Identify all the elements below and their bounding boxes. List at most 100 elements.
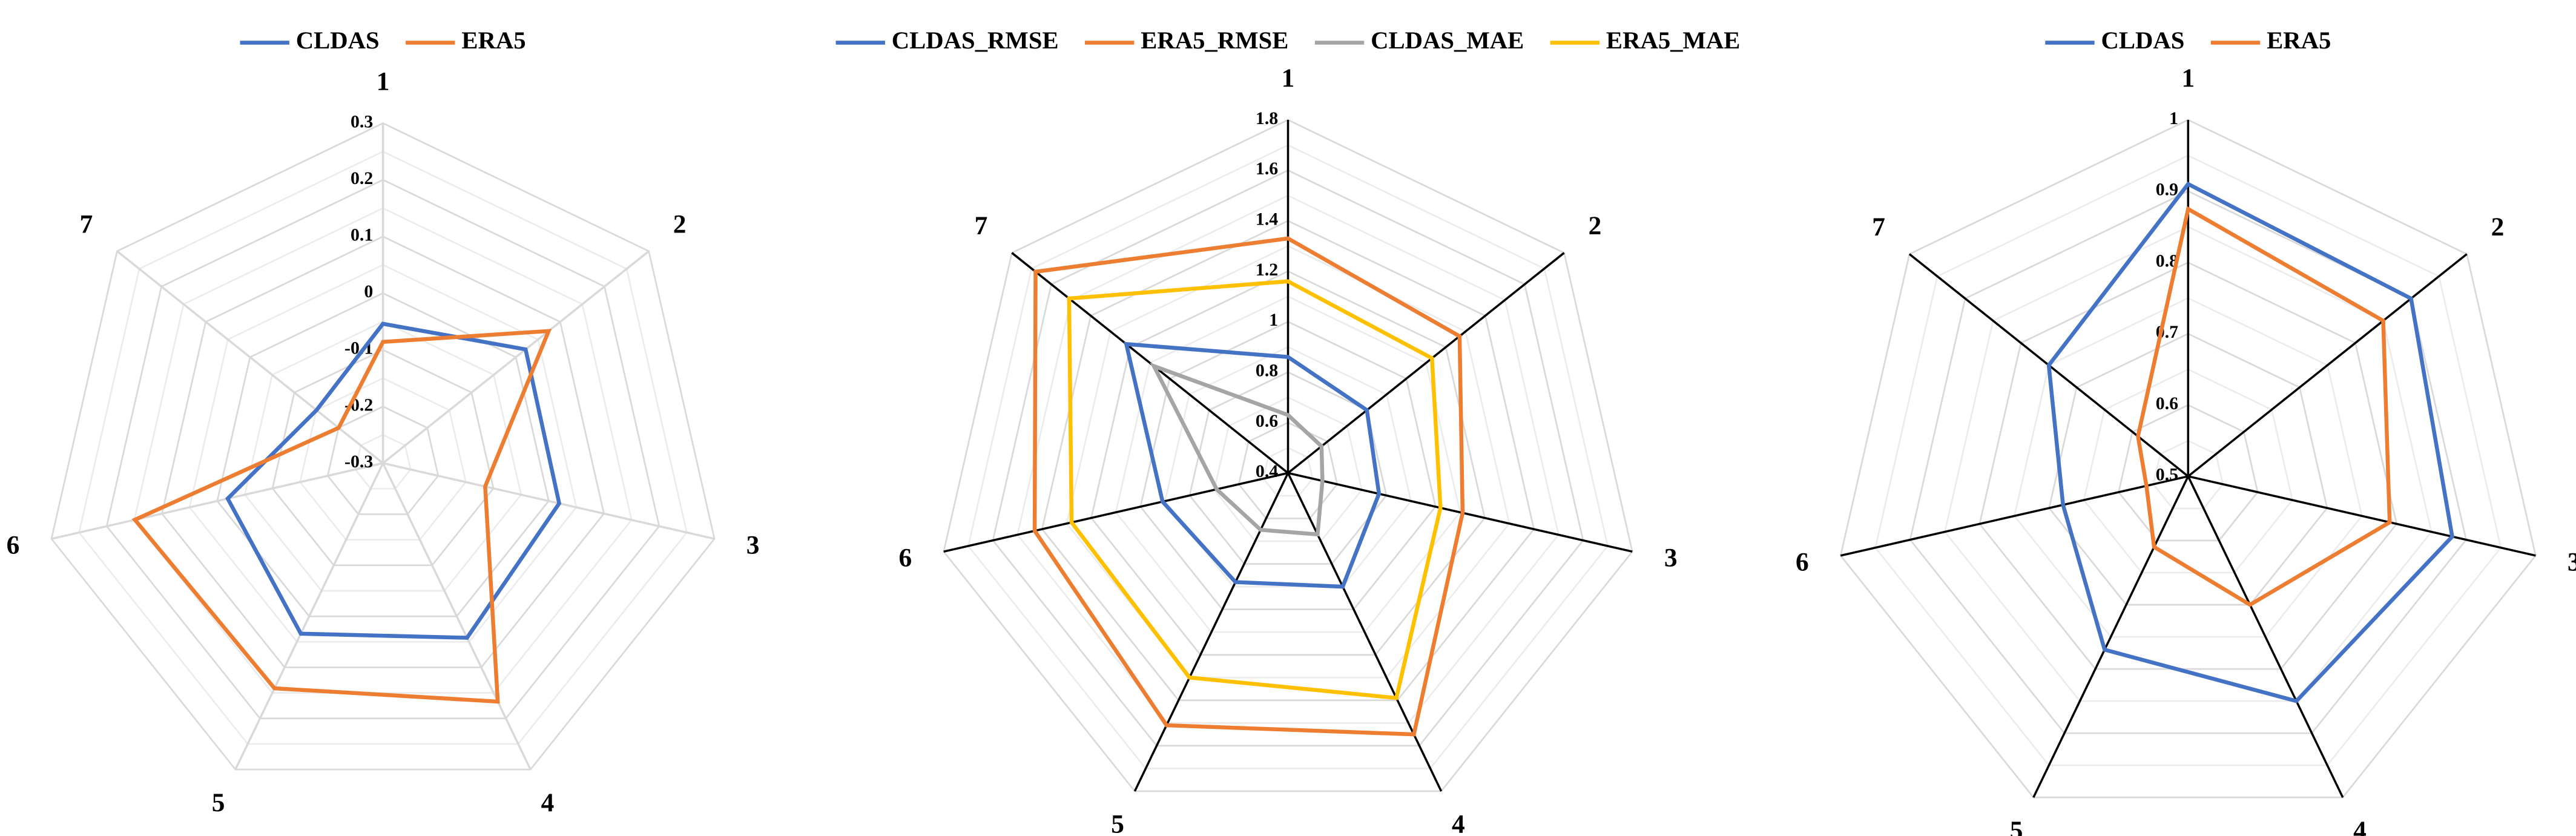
category-label: 1	[2181, 64, 2195, 93]
category-label: 3	[1664, 544, 1678, 573]
category-label: 5	[212, 788, 225, 817]
tick-label: 1	[1269, 310, 1278, 330]
grid-ring	[992, 169, 1584, 747]
legend: CLDAS ERA5	[240, 27, 526, 54]
grid-ring	[2048, 332, 2328, 606]
axis-spoke	[383, 462, 715, 540]
legend-label: ERA5	[2267, 27, 2331, 54]
tick-label: 0.6	[2156, 393, 2178, 413]
axis-spoke	[1288, 472, 1633, 553]
tick-label: 0.2	[351, 168, 373, 188]
minor-grid-ring	[243, 320, 522, 592]
category-label: 4	[1452, 810, 1465, 836]
series-line	[2046, 181, 2455, 703]
grid-ring	[2118, 404, 2259, 542]
tick-label: 1.8	[1256, 108, 1278, 128]
minor-grid-ring	[2083, 368, 2293, 574]
legend-label: CLDAS	[2101, 27, 2185, 54]
grid-ring	[105, 179, 660, 720]
axis-spoke	[2187, 253, 2468, 478]
tick-label: 0	[364, 281, 373, 301]
minor-grid-ring	[2013, 297, 2363, 638]
grid-ring	[216, 292, 550, 617]
category-label: 7	[1872, 212, 1885, 242]
tick-label: 0.6	[1256, 411, 1278, 431]
category-label: 2	[2491, 212, 2505, 242]
axis-spoke	[116, 250, 384, 464]
tick-label: 1.2	[1256, 260, 1278, 280]
axis-spoke	[2032, 476, 2189, 798]
tick-label: 1.6	[1256, 159, 1278, 179]
legend-label: ERA5_RMSE	[1141, 27, 1288, 54]
minor-grid-ring	[78, 150, 688, 745]
minor-grid-ring	[1016, 194, 1560, 724]
series-line	[2136, 206, 2392, 607]
tick-label: 1	[2169, 108, 2178, 128]
minor-grid-ring	[1213, 396, 1363, 542]
minor-grid-ring	[1262, 447, 1314, 497]
minor-grid-ring	[188, 263, 578, 643]
tick-label: 0.9	[2156, 180, 2178, 200]
axis-spoke	[1011, 252, 1289, 474]
minor-grid-ring	[1164, 346, 1412, 588]
legend: CLDAS ERA5	[2045, 27, 2331, 54]
series-line	[131, 329, 552, 704]
grid-ring	[1090, 270, 1486, 656]
legend-label: CLDAS_MAE	[1371, 27, 1524, 54]
minor-grid-ring	[2152, 439, 2224, 510]
category-label: 4	[541, 788, 555, 817]
grid-ring	[1978, 262, 2398, 670]
tick-label: 0.8	[1256, 361, 1278, 381]
category-label: 5	[1111, 810, 1124, 836]
grid-ring	[1909, 190, 2467, 734]
tick-label: 0.5	[2156, 465, 2178, 485]
legend-label: ERA5_MAE	[1606, 27, 1741, 54]
axis-spoke	[51, 462, 383, 540]
axis-spoke	[1286, 472, 1443, 792]
category-label: 7	[80, 209, 93, 239]
category-label: 3	[746, 531, 760, 560]
radar-chart: 1 2 3 4 5 6 7 0.4 0.6 0.8 1 1.2 1.4 1.6 1.8 CLDAS_RMSE E…	[835, 27, 1741, 836]
grid-ring	[50, 122, 716, 771]
axis-spoke	[1133, 472, 1290, 792]
series-line	[1067, 279, 1443, 700]
category-label: 5	[2010, 816, 2023, 836]
series-line	[1150, 362, 1325, 537]
grid-ring	[271, 349, 495, 567]
grid-ring	[1839, 119, 2537, 798]
axis-spoke	[234, 462, 384, 770]
tick-label: -0.3	[344, 452, 373, 472]
tick-label: 0.1	[351, 225, 373, 245]
tick-label: 1.4	[1256, 209, 1278, 229]
series-line	[1032, 236, 1465, 737]
minor-grid-ring	[299, 377, 467, 541]
category-label: 6	[7, 531, 20, 560]
category-label: 7	[975, 211, 988, 240]
category-label: 2	[1589, 211, 1602, 240]
category-label: 4	[2353, 816, 2367, 836]
grid-ring	[326, 406, 440, 515]
axis-spoke	[943, 472, 1288, 553]
series-line	[1124, 341, 1382, 589]
minor-grid-ring	[354, 433, 412, 490]
grid-ring	[1139, 320, 1437, 610]
tick-label: 0.4	[1256, 461, 1278, 481]
category-label: 6	[898, 544, 912, 573]
minor-grid-ring	[967, 144, 1609, 769]
grid-ring	[1041, 220, 1535, 702]
grid-ring	[1237, 421, 1339, 519]
axis-spoke	[1287, 252, 1565, 474]
axis-spoke	[381, 462, 532, 770]
grid-ring	[943, 119, 1633, 792]
grid-ring	[161, 235, 605, 668]
axis-spoke	[1840, 475, 2189, 557]
axis-spoke	[382, 250, 650, 464]
legend: CLDAS_RMSE ERA5_RMSE CLDAS_MAE ERA5_MAE	[835, 27, 1741, 54]
category-label: 6	[1796, 547, 1809, 576]
axis-spoke	[2187, 476, 2344, 798]
category-label: 3	[2568, 547, 2576, 576]
